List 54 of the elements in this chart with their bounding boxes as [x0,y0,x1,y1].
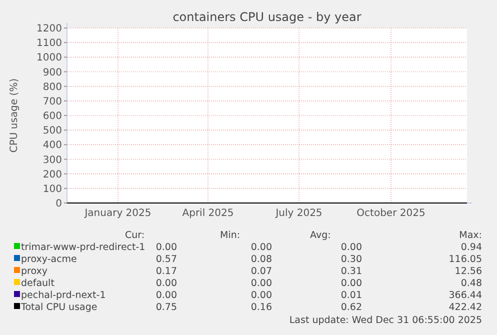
text: 422.42 [448,302,482,313]
text: 0.30 [340,254,362,265]
text: 0.31 [340,266,362,277]
y-tick-label: 1100 [36,38,62,50]
text: 0.07 [250,266,272,277]
text: 0.62 [340,302,362,313]
text: 12.56 [454,266,482,277]
text: 0.94 [460,242,482,253]
legend-label: proxy [21,266,48,277]
text: 0.00 [250,290,272,301]
y-tick-label: 300 [42,154,62,166]
y-tick-label: 100 [42,184,62,195]
y-tick-label: 700 [42,96,62,108]
text: 0.00 [156,242,177,253]
legend-label: proxy-acme [21,254,78,265]
text: 0.00 [156,278,177,289]
y-axis-title: CPU usage (%) [9,78,20,153]
text: 0.00 [250,242,272,253]
y-tick-label: 1200 [36,24,62,34]
text: 0.00 [156,290,177,301]
text: 0.48 [460,278,482,289]
text: Min: [220,230,240,241]
y-tick-label: 600 [42,111,62,122]
text: 0.01 [340,290,362,301]
text: Max: [459,230,482,241]
chart-title: containers CPU usage - by year [172,10,362,24]
legend-label: default [21,278,55,289]
y-tick-label: 200 [42,169,62,180]
y-tick-label: 0 [56,198,62,210]
x-tick-label: January 2025 [84,208,152,219]
x-tick-label: July 2025 [274,208,322,219]
x-tick-label: October 2025 [356,208,426,219]
y-tick-label: 1000 [36,52,62,64]
text: Avg: [310,230,331,241]
legend-label: trimar-www-prd-redirect-1 [21,242,146,253]
text: 0.00 [340,242,362,253]
y-tick-label: 400 [42,140,62,152]
text: Cur: [125,230,145,241]
y-tick-label: 800 [42,82,62,93]
legend-label: pechal-prd-next-1 [21,290,106,301]
text: 0.57 [156,254,177,265]
legend-label: Total CPU usage [20,302,98,313]
text: 116.05 [448,254,482,265]
y-tick-label: 500 [42,126,62,137]
y-tick-label: 900 [42,67,62,78]
text: 0.16 [250,302,272,313]
text: 0.08 [250,254,272,265]
text: 0.00 [340,278,362,289]
text: Last update: Wed Dec 31 06:55:00 2025 [289,315,482,326]
x-tick-label: April 2025 [182,208,234,219]
text: 366.44 [448,290,482,301]
text: 0.75 [156,302,177,313]
text: 0.17 [156,266,177,277]
text: 0.00 [250,278,272,289]
